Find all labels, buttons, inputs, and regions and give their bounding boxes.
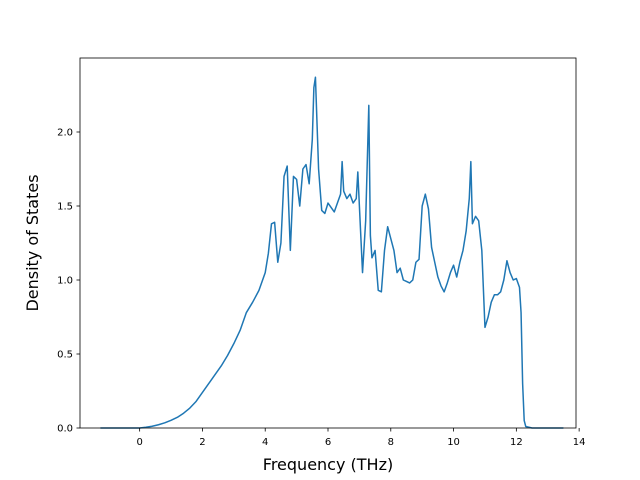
x-tick-label: 0 — [136, 437, 142, 448]
y-tick-label: 1.5 — [57, 202, 73, 213]
y-tick-label: 0.0 — [57, 424, 73, 435]
y-axis-ticks: 0.0 0.5 1.0 1.5 2.0 — [57, 128, 80, 435]
x-axis-label: Frequency (THz) — [263, 455, 393, 474]
dos-series-line — [100, 76, 564, 429]
x-tick-label: 4 — [262, 437, 268, 448]
y-tick-label: 1.0 — [57, 276, 73, 287]
x-tick-label: 2 — [199, 437, 205, 448]
x-tick-label: 8 — [388, 437, 394, 448]
y-axis-label: Density of States — [23, 174, 42, 311]
x-tick-label: 6 — [325, 437, 331, 448]
x-tick-label: 12 — [510, 437, 523, 448]
x-tick-label: 14 — [573, 437, 586, 448]
y-tick-label: 2.0 — [57, 128, 73, 139]
x-tick-label: 10 — [447, 437, 460, 448]
x-axis-ticks: 0 2 4 6 8 10 12 14 — [136, 428, 586, 448]
plot-area — [100, 76, 564, 429]
y-tick-label: 0.5 — [57, 350, 73, 361]
